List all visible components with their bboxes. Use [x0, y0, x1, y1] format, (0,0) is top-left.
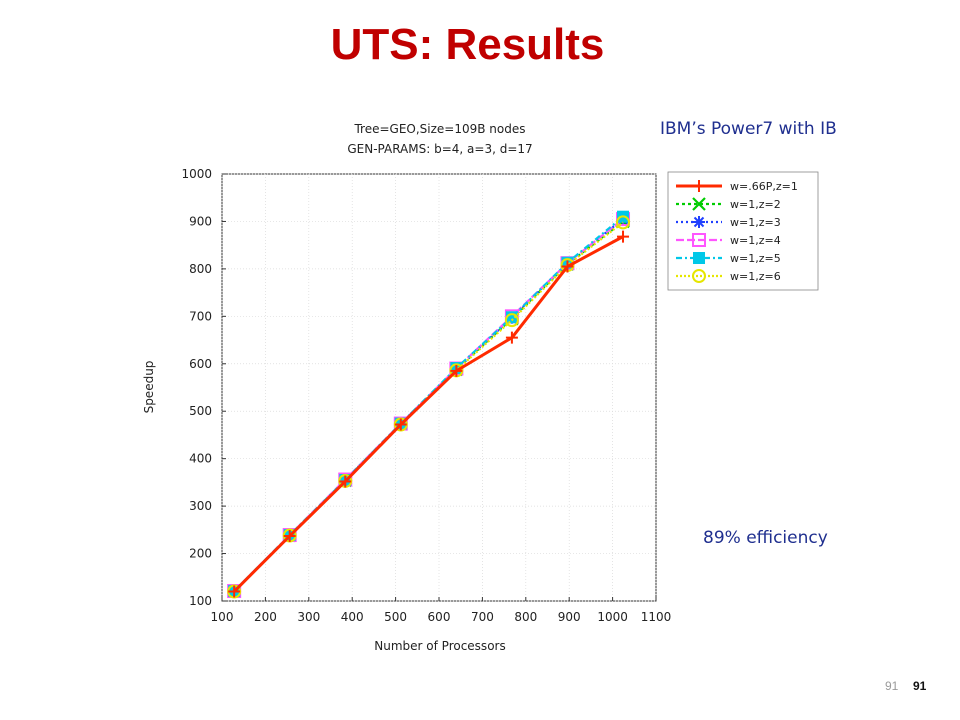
y-tick-label: 600 [189, 357, 212, 371]
slide-title: UTS: Results [330, 20, 605, 69]
data-point [561, 260, 574, 273]
y-tick-label: 900 [189, 214, 212, 228]
legend-marker [692, 233, 706, 247]
y-tick-label: 800 [189, 262, 212, 276]
y-tick-label: 400 [189, 452, 212, 466]
data-point [339, 475, 352, 488]
chart-title: Tree=GEO,Size=109B nodes [353, 122, 525, 136]
x-tick-label: 200 [254, 610, 277, 624]
x-tick-label: 700 [471, 610, 494, 624]
data-point [228, 585, 241, 598]
legend-label: w=1,z=5 [730, 252, 781, 265]
legend-marker [693, 216, 705, 228]
y-tick-label: 300 [189, 499, 212, 513]
chart-legend: w=.66P,z=1 w=1,z=2 w=1,z=3 w=1,z=4 w=1,z=5 w=… [667, 171, 819, 291]
legend-label: w=1,z=2 [730, 198, 781, 211]
legend-marker [693, 252, 705, 264]
x-tick-label: 1100 [641, 610, 672, 624]
x-tick-label: 100 [211, 610, 234, 624]
series-layer [227, 210, 631, 599]
x-tick-label: 400 [341, 610, 364, 624]
legend-label: w=1,z=3 [730, 216, 781, 229]
data-point [283, 530, 296, 543]
series-line [233, 221, 624, 593]
legend-marker [693, 180, 705, 192]
x-axis-label: Number of Processors [374, 639, 505, 653]
y-axis-label: Speedup [142, 361, 156, 414]
x-tick-label: 300 [297, 610, 320, 624]
x-tick-label: 600 [428, 610, 451, 624]
legend-label: w=1,z=4 [730, 234, 781, 247]
data-point [617, 230, 630, 243]
data-point [450, 364, 463, 377]
chart-subtitle: GEN-PARAMS: b=4, a=3, d=17 [347, 142, 532, 156]
legend-label: w=1,z=6 [730, 270, 781, 283]
legend-marker [692, 197, 706, 211]
data-point [394, 418, 407, 431]
legend-marker [692, 269, 706, 283]
y-tick-label: 1000 [181, 167, 212, 181]
axis-ticks: 100 200 300 400 500 600 700 800 900 1000 1100 100 20… [181, 167, 671, 624]
y-tick-label: 200 [189, 547, 212, 561]
data-point [504, 313, 519, 328]
x-tick-label: 500 [384, 610, 407, 624]
page-number-small: 91 [885, 679, 899, 693]
series-line [233, 235, 624, 593]
legend-label: w=.66P,z=1 [730, 180, 798, 193]
legend-box [667, 171, 819, 291]
page-number: 91 [913, 679, 927, 693]
y-tick-label: 700 [189, 309, 212, 323]
data-point [616, 215, 631, 230]
x-tick-label: 800 [514, 610, 537, 624]
x-tick-label: 1000 [597, 610, 628, 624]
x-tick-label: 900 [558, 610, 581, 624]
chart-grid [221, 173, 657, 602]
efficiency-annotation: 89% efficiency [703, 528, 828, 548]
system-annotation: IBM’s Power7 with IB [660, 119, 837, 139]
data-point [505, 331, 518, 344]
y-tick-label: 100 [189, 594, 212, 608]
series-w-66p-z-1 [228, 230, 630, 598]
y-tick-label: 500 [189, 404, 212, 418]
